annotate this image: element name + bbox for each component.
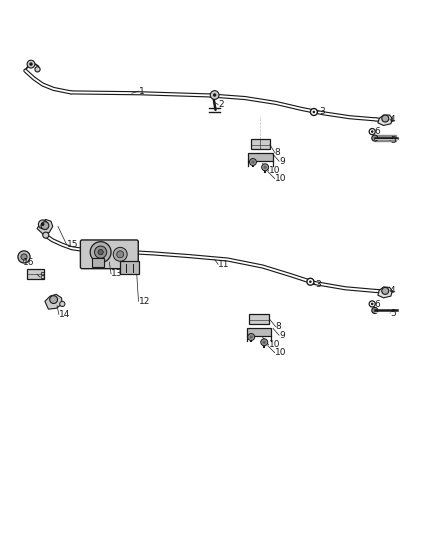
Polygon shape: [378, 287, 392, 298]
Text: 16: 16: [23, 257, 35, 266]
Circle shape: [251, 160, 254, 164]
Text: 5: 5: [390, 309, 396, 318]
Text: 10: 10: [268, 341, 280, 349]
Circle shape: [29, 62, 33, 66]
Text: 9: 9: [279, 331, 285, 340]
Text: 12: 12: [138, 297, 150, 306]
Circle shape: [95, 246, 107, 258]
Text: 15: 15: [67, 240, 78, 249]
Text: 10: 10: [275, 174, 286, 183]
Text: 11: 11: [218, 260, 230, 269]
Circle shape: [43, 232, 49, 238]
Text: 3: 3: [319, 107, 325, 116]
Circle shape: [117, 251, 124, 258]
Circle shape: [311, 109, 318, 116]
Circle shape: [261, 164, 268, 171]
Polygon shape: [378, 115, 392, 125]
Circle shape: [18, 251, 30, 263]
Circle shape: [49, 296, 57, 303]
Text: 6: 6: [375, 300, 381, 309]
Text: 3: 3: [316, 280, 321, 289]
FancyBboxPatch shape: [120, 261, 139, 274]
Text: 4: 4: [390, 115, 396, 124]
Circle shape: [250, 158, 256, 166]
Text: 8: 8: [276, 322, 281, 331]
Circle shape: [39, 220, 47, 229]
FancyBboxPatch shape: [92, 258, 104, 266]
Text: 14: 14: [59, 310, 70, 319]
Text: 8: 8: [275, 148, 280, 157]
Circle shape: [309, 280, 312, 283]
Circle shape: [213, 93, 216, 97]
Text: 10: 10: [268, 166, 280, 175]
Text: 8: 8: [40, 272, 46, 281]
Circle shape: [35, 67, 40, 72]
Text: 1: 1: [138, 86, 144, 95]
Circle shape: [263, 166, 267, 169]
Circle shape: [250, 335, 253, 339]
Circle shape: [372, 308, 378, 313]
Text: 5: 5: [390, 136, 396, 145]
Circle shape: [307, 278, 314, 285]
Circle shape: [382, 287, 389, 294]
Circle shape: [60, 301, 65, 306]
Bar: [375, 135, 396, 141]
Circle shape: [261, 339, 268, 346]
Circle shape: [313, 111, 315, 114]
Circle shape: [27, 60, 35, 68]
Circle shape: [248, 334, 254, 341]
Text: 4: 4: [390, 286, 396, 295]
Circle shape: [41, 223, 45, 226]
Circle shape: [210, 91, 219, 99]
FancyBboxPatch shape: [248, 154, 272, 161]
Circle shape: [113, 247, 127, 261]
Text: 10: 10: [275, 348, 286, 357]
Circle shape: [369, 128, 375, 135]
Circle shape: [41, 222, 49, 230]
Polygon shape: [37, 220, 53, 235]
Text: 9: 9: [279, 157, 285, 166]
FancyBboxPatch shape: [251, 140, 270, 149]
FancyBboxPatch shape: [247, 328, 271, 336]
Circle shape: [371, 130, 374, 133]
Text: 2: 2: [218, 100, 224, 109]
FancyBboxPatch shape: [250, 314, 268, 324]
FancyBboxPatch shape: [27, 269, 44, 279]
Circle shape: [98, 249, 103, 255]
Circle shape: [372, 135, 378, 141]
FancyBboxPatch shape: [81, 240, 138, 269]
Circle shape: [382, 115, 389, 122]
Circle shape: [371, 303, 374, 305]
Circle shape: [369, 301, 375, 307]
Circle shape: [90, 241, 111, 263]
Text: 6: 6: [375, 127, 381, 136]
Polygon shape: [45, 294, 62, 309]
Circle shape: [262, 341, 266, 344]
Text: 13: 13: [111, 269, 123, 278]
Circle shape: [21, 254, 27, 260]
